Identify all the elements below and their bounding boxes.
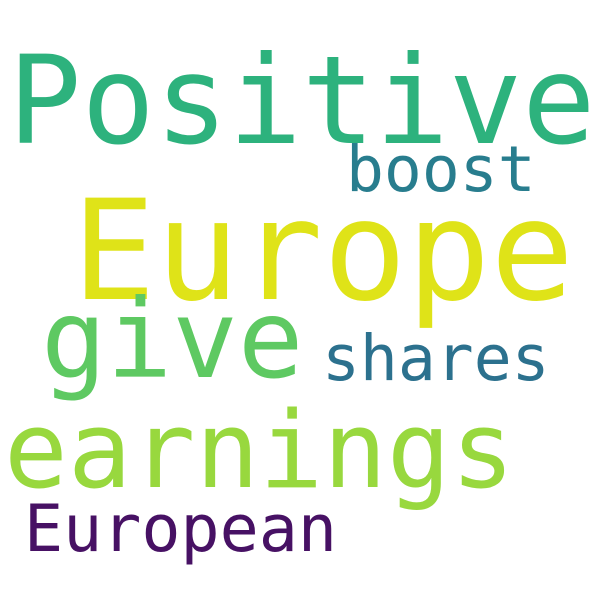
word-earnings: earnings xyxy=(4,389,515,512)
word-european: European xyxy=(24,492,338,567)
word-give: give xyxy=(41,276,304,403)
word-boost: boost xyxy=(346,133,536,206)
word-europe: Europe xyxy=(72,170,575,332)
word-positive: Positive xyxy=(8,30,596,172)
word-shares: shares xyxy=(322,322,550,395)
